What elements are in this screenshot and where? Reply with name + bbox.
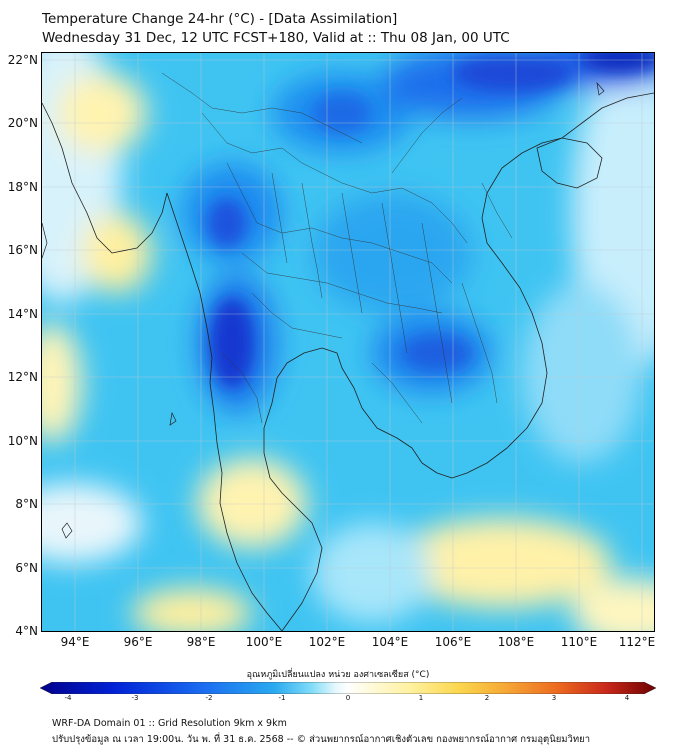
lon-label-106e: 106°E: [434, 635, 472, 649]
lon-label-108e: 108°E: [497, 635, 535, 649]
colorbar-tick: -2: [205, 694, 213, 702]
lat-label-14n: 14°N: [7, 307, 38, 321]
footer-credit: ปรับปรุงข้อมูล ณ เวลา 19:00น. วัน พ. ที่…: [52, 734, 591, 745]
colorbar-tick: -3: [131, 694, 139, 702]
lon-label-112e: 112°E: [618, 635, 656, 649]
lat-label-4n: 4°N: [15, 624, 38, 638]
colorbar-tick: 2: [484, 694, 490, 702]
lat-label-22n: 22°N: [7, 53, 38, 67]
lon-label-110e: 110°E: [560, 635, 598, 649]
lat-label-16n: 16°N: [7, 243, 38, 257]
temperature-change-map: [41, 52, 655, 632]
lat-label-10n: 10°N: [7, 434, 38, 448]
lon-label-98e: 98°E: [186, 635, 216, 649]
lon-label-94e: 94°E: [60, 635, 90, 649]
colorbar-tick: 1: [418, 694, 424, 702]
lon-label-102e: 102°E: [308, 635, 346, 649]
lon-label-104e: 104°E: [371, 635, 409, 649]
lat-label-8n: 8°N: [15, 497, 38, 511]
lat-label-18n: 18°N: [7, 180, 38, 194]
colorbar-gradient: [39, 681, 657, 695]
coastlines: [42, 92, 654, 631]
lon-label-100e: 100°E: [245, 635, 283, 649]
colorbar-tick: -1: [278, 694, 286, 702]
lon-label-96e: 96°E: [123, 635, 153, 649]
lat-label-20n: 20°N: [7, 116, 38, 130]
anomaly-field-smooth: [42, 53, 654, 631]
islands: [42, 81, 605, 539]
map-subtitle: Wednesday 31 Dec, 12 UTC FCST+180, Valid…: [42, 30, 510, 46]
graticule: [42, 53, 654, 631]
colorbar: [39, 679, 657, 695]
colorbar-tick: 3: [551, 694, 557, 702]
colorbar-label: อุณหภูมิเปลี่ยนแปลง หน่วย องศาเซลเซียส (…: [246, 670, 430, 680]
colorbar-tick: 4: [624, 694, 630, 702]
hainan-island: [536, 137, 603, 189]
colorbar-tick: 0: [345, 694, 351, 702]
colorbar-tick: -4: [64, 694, 72, 702]
lat-label-12n: 12°N: [7, 370, 38, 384]
province-borders: [161, 72, 513, 424]
footer-model-info: WRF-DA Domain 01 :: Grid Resolution 9km …: [52, 718, 287, 729]
lat-label-6n: 6°N: [15, 561, 38, 575]
map-title: Temperature Change 24-hr (°C) - [Data As…: [42, 11, 398, 27]
